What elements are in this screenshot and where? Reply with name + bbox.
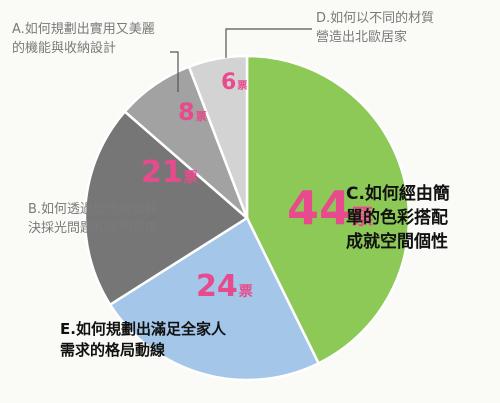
value-label-a: 8票 bbox=[178, 98, 207, 126]
category-label-b: B.如何透過燈光配置解決採光問題和照明需求 bbox=[28, 201, 158, 236]
category-label-a: A.如何規劃出實用又美麗的機能與收納設計 bbox=[12, 21, 155, 56]
value-label-e: 24票 bbox=[196, 269, 253, 304]
category-label-c: C.如何經由簡單的色彩搭配成就空間個性 bbox=[346, 183, 450, 252]
pie-slice-d bbox=[187, 54, 249, 219]
value-label-d: 6票 bbox=[221, 70, 247, 95]
category-label-e: E.如何規劃出滿足全家人需求的格局動線 bbox=[60, 320, 227, 359]
pie-slice-b bbox=[83, 109, 250, 307]
value-label-b: 21票 bbox=[141, 155, 198, 190]
leader-line-d bbox=[225, 28, 312, 58]
value-label-c: 44票 bbox=[287, 181, 373, 235]
leader-line-a bbox=[170, 51, 179, 92]
pie-slice-e bbox=[108, 216, 321, 382]
pie-slice-c bbox=[245, 54, 411, 366]
category-label-d: D.如何以不同的材質營造出北歐居家 bbox=[316, 10, 434, 45]
